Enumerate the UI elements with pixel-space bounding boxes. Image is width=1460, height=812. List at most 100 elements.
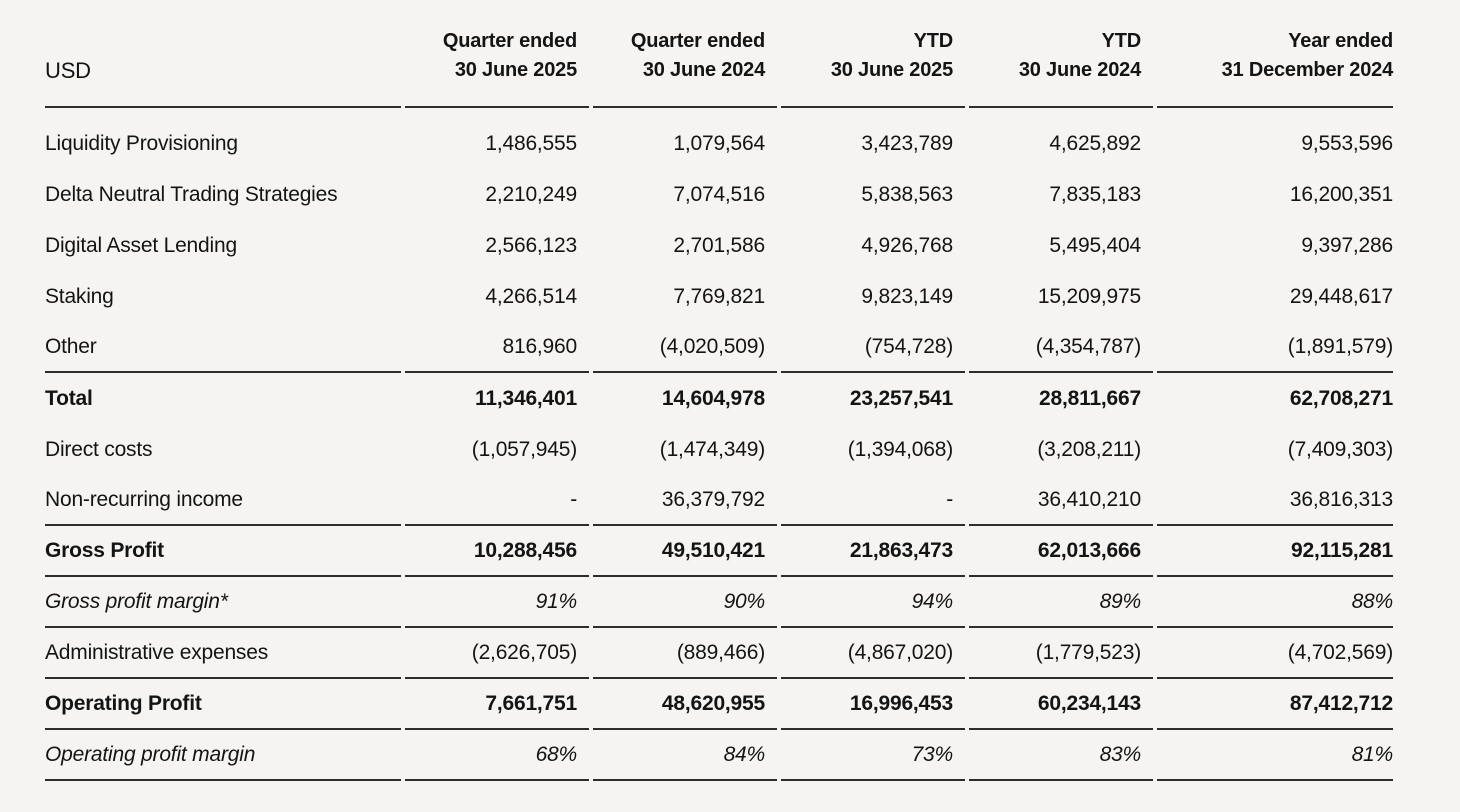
cell-value: 90% [593, 577, 777, 628]
column-header-line2: 30 June 2025 [830, 59, 953, 81]
table-body: Liquidity Provisioning 1,486,555 1,079,564… [45, 108, 1393, 781]
cell-value: (4,702,569) [1157, 628, 1393, 679]
row-label: Gross Profit [45, 526, 401, 577]
table-row: Operating profit margin 68% 84% 73% 83% 81% [45, 730, 1393, 781]
cell-value: 14,604,978 [661, 386, 765, 410]
table-row: Direct costs (1,057,945) (1,474,349) (1,394… [45, 424, 1393, 475]
table-row: Non-recurring income -36,379,792-36,410,2… [45, 475, 1393, 526]
row-label: Operating Profit [45, 679, 401, 730]
cell-value: 88% [1157, 577, 1393, 628]
row-label: Direct costs [45, 437, 153, 461]
column-header-line1: YTD [913, 30, 954, 52]
table-row: Delta Neutral Trading Strategies 2,210,24… [45, 169, 1393, 220]
cell-value: 36,410,210 [969, 475, 1153, 526]
cell-value: (2,626,705) [405, 628, 589, 679]
cell-value: 4,926,768 [861, 233, 953, 257]
cell-value: 84% [593, 730, 777, 781]
table-row: Staking 4,266,514 7,769,821 9,823,149 15,209… [45, 271, 1393, 322]
row-label: Digital Asset Lending [45, 233, 237, 257]
table-row: Administrative expenses (2,626,705) (889,4… [45, 628, 1393, 679]
cell-value: 16,200,351 [1289, 182, 1393, 206]
cell-value: 2,701,586 [673, 233, 765, 257]
cell-value: 2,210,249 [485, 182, 577, 206]
financial-table: USD Quarter ended 30 June 2025 Quarter end… [41, 27, 1397, 781]
row-label: Staking [45, 284, 114, 308]
cell-value: 60,234,143 [969, 679, 1153, 730]
cell-value: 81% [1157, 730, 1393, 781]
cell-value: 7,074,516 [673, 182, 765, 206]
cell-value: (3,208,211) [1037, 437, 1141, 461]
cell-value: (1,057,945) [471, 437, 577, 461]
cell-value: 48,620,955 [593, 679, 777, 730]
table-row: Gross profit margin* 91% 90% 94% 89% 88% [45, 577, 1393, 628]
cell-value: (1,891,579) [1157, 322, 1393, 373]
cell-value: 7,769,821 [673, 284, 765, 308]
cell-value: (4,020,509) [593, 322, 777, 373]
cell-value: 36,816,313 [1157, 475, 1393, 526]
table-row: Other 816,960 (4,020,509) (754,728) (4,354,7… [45, 322, 1393, 373]
cell-value: 62,708,271 [1289, 386, 1393, 410]
column-header-line1: YTD [1101, 30, 1142, 52]
table-row: Gross Profit 10,288,456 49,510,421 21,863,4… [45, 526, 1393, 577]
row-label: Liquidity Provisioning [45, 131, 238, 155]
column-header: Year ended 31 December 2024 [1157, 27, 1393, 108]
cell-value: (754,728) [781, 322, 965, 373]
cell-value: 7,661,751 [405, 679, 589, 730]
table-row: Liquidity Provisioning 1,486,555 1,079,564… [45, 108, 1393, 169]
column-header-line1: Year ended [1288, 30, 1393, 52]
cell-value: (4,867,020) [781, 628, 965, 679]
cell-value: 62,013,666 [969, 526, 1153, 577]
cell-value: - [781, 475, 965, 526]
cell-value: 5,838,563 [861, 182, 953, 206]
table-header-row: USD Quarter ended 30 June 2025 Quarter end… [45, 27, 1393, 108]
cell-value: 68% [405, 730, 589, 781]
cell-value: (1,394,068) [847, 437, 953, 461]
cell-value: (889,466) [593, 628, 777, 679]
cell-value: (4,354,787) [969, 322, 1153, 373]
column-header: Quarter ended 30 June 2024 [593, 27, 777, 108]
cell-value: 23,257,541 [849, 386, 953, 410]
column-header-line1: Quarter ended [630, 30, 765, 52]
cell-value: 87,412,712 [1157, 679, 1393, 730]
cell-value: 816,960 [405, 322, 589, 373]
cell-value: 9,397,286 [1301, 233, 1393, 257]
cell-value: 4,266,514 [485, 284, 577, 308]
row-label: Delta Neutral Trading Strategies [45, 182, 338, 206]
cell-value: 49,510,421 [593, 526, 777, 577]
cell-value: 28,811,667 [1039, 386, 1141, 410]
cell-value: 21,863,473 [781, 526, 965, 577]
cell-value: (1,474,349) [659, 437, 765, 461]
cell-value: 83% [969, 730, 1153, 781]
cell-value: 16,996,453 [781, 679, 965, 730]
cell-value: 94% [781, 577, 965, 628]
column-header: YTD 30 June 2024 [969, 27, 1153, 108]
cell-value: 92,115,281 [1157, 526, 1393, 577]
cell-value: 1,486,555 [485, 131, 577, 155]
cell-value: 2,566,123 [485, 233, 577, 257]
row-label: Non-recurring income [45, 475, 401, 526]
cell-value: 11,346,401 [475, 386, 577, 410]
unit-label: USD [45, 27, 401, 108]
table-row: Digital Asset Lending 2,566,123 2,701,586 4… [45, 220, 1393, 271]
cell-value: 3,423,789 [861, 131, 953, 155]
column-header-line2: 31 December 2024 [1221, 59, 1394, 81]
row-label: Operating profit margin [45, 730, 401, 781]
cell-value: 4,625,892 [1049, 131, 1141, 155]
cell-value: 1,079,564 [673, 131, 765, 155]
cell-value: 91% [405, 577, 589, 628]
row-label: Administrative expenses [45, 628, 401, 679]
cell-value: 36,379,792 [593, 475, 777, 526]
row-label: Other [45, 322, 401, 373]
cell-value: (7,409,303) [1287, 437, 1393, 461]
cell-value: 9,553,596 [1301, 131, 1393, 155]
cell-value: 5,495,404 [1049, 233, 1141, 257]
cell-value: - [405, 475, 589, 526]
row-label: Total [45, 386, 93, 410]
column-header-line1: Quarter ended [442, 30, 577, 52]
column-header: YTD 30 June 2025 [781, 27, 965, 108]
table-row: Operating Profit 7,661,751 48,620,955 16,99… [45, 679, 1393, 730]
cell-value: 9,823,149 [861, 284, 953, 308]
cell-value: 89% [969, 577, 1153, 628]
cell-value: 29,448,617 [1289, 284, 1393, 308]
column-header-line2: 30 June 2025 [454, 59, 577, 81]
